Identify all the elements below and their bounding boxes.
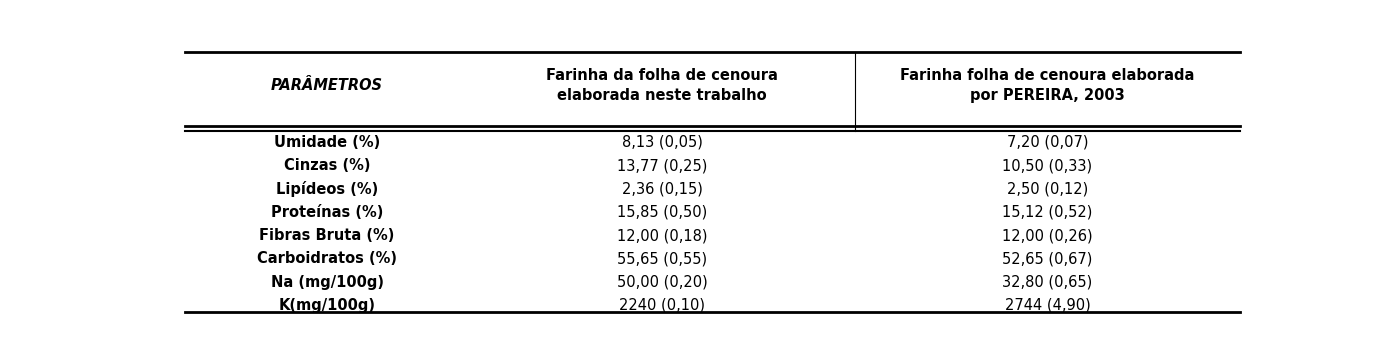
Text: 12,00 (0,18): 12,00 (0,18) [617,228,708,243]
Text: 2240 (0,10): 2240 (0,10) [619,298,705,313]
Text: Proteínas (%): Proteínas (%) [271,205,384,220]
Text: Lipídeos (%): Lipídeos (%) [277,181,378,197]
Text: Na (mg/100g): Na (mg/100g) [271,275,384,290]
Text: K(mg/100g): K(mg/100g) [278,298,375,313]
Text: 15,12 (0,52): 15,12 (0,52) [1002,205,1093,220]
Text: PARÂMETROS: PARÂMETROS [271,78,384,93]
Text: 32,80 (0,65): 32,80 (0,65) [1002,275,1093,290]
Text: Fibras Bruta (%): Fibras Bruta (%) [260,228,395,243]
Text: 55,65 (0,55): 55,65 (0,55) [617,251,708,266]
Text: Farinha folha de cenoura elaborada
por PEREIRA, 2003: Farinha folha de cenoura elaborada por P… [901,68,1195,103]
Text: Farinha da folha de cenoura
elaborada neste trabalho: Farinha da folha de cenoura elaborada ne… [546,68,778,103]
Text: 15,85 (0,50): 15,85 (0,50) [617,205,708,220]
Text: Umidade (%): Umidade (%) [274,135,381,150]
Text: 10,50 (0,33): 10,50 (0,33) [1002,158,1093,173]
Text: 52,65 (0,67): 52,65 (0,67) [1002,251,1093,266]
Text: 50,00 (0,20): 50,00 (0,20) [617,275,708,290]
Text: 2,50 (0,12): 2,50 (0,12) [1006,181,1088,197]
Text: Cinzas (%): Cinzas (%) [284,158,370,173]
Text: Carboidratos (%): Carboidratos (%) [257,251,398,266]
Text: 2744 (4,90): 2744 (4,90) [1005,298,1090,313]
Text: 2,36 (0,15): 2,36 (0,15) [621,181,703,197]
Text: 13,77 (0,25): 13,77 (0,25) [617,158,708,173]
Text: 7,20 (0,07): 7,20 (0,07) [1006,135,1088,150]
Text: 12,00 (0,26): 12,00 (0,26) [1002,228,1093,243]
Text: 8,13 (0,05): 8,13 (0,05) [621,135,703,150]
